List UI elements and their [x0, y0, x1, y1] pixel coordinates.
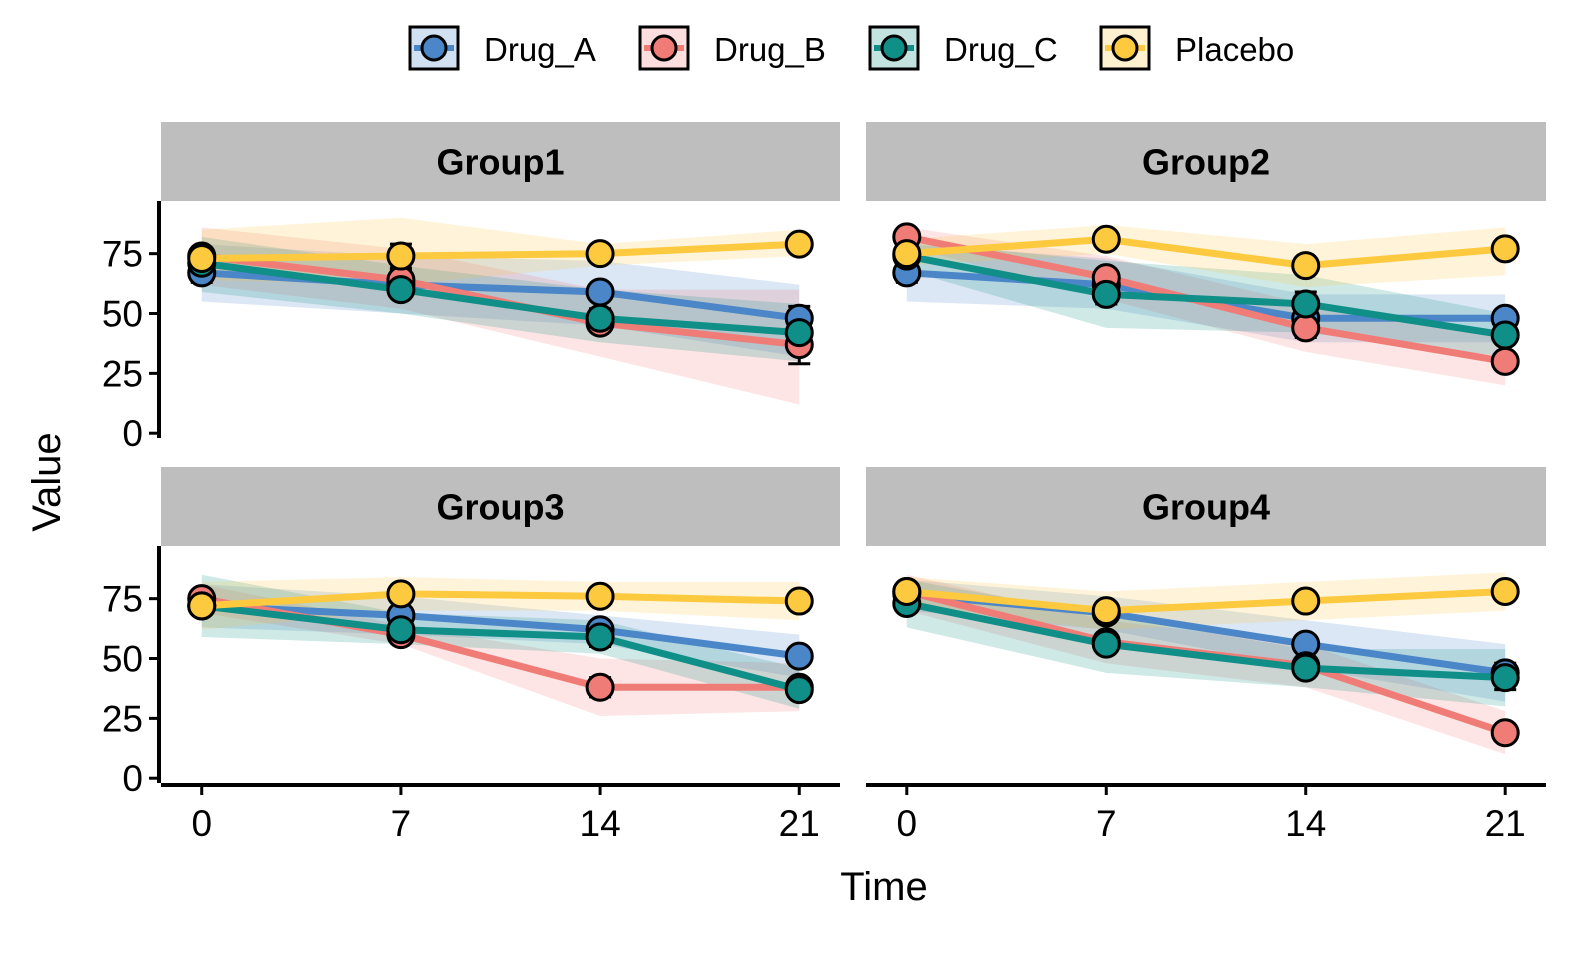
y-axis-title: Value	[25, 432, 69, 531]
data-point-placebo	[784, 586, 814, 616]
ribbon-placebo	[201, 577, 800, 630]
data-point-drug-b	[1291, 313, 1321, 343]
data-point-drug-c	[1091, 629, 1121, 659]
legend-label-drug-a: Drug_A	[484, 31, 596, 68]
data-point-placebo	[1490, 234, 1520, 264]
legend-item-drug-a: Drug_A	[408, 25, 596, 71]
strip-label: Group1	[436, 142, 564, 183]
series-line-placebo	[198, 240, 803, 262]
data-point-placebo	[1291, 586, 1321, 616]
legend-label-drug-c: Drug_C	[944, 31, 1058, 68]
y-tick-label: 75	[102, 579, 143, 620]
panel-group2: Group2	[866, 122, 1546, 386]
data-point-drug-c	[1291, 653, 1321, 683]
data-point-placebo	[1291, 251, 1321, 281]
data-point-drug-a	[585, 277, 615, 307]
legend-key-marker-drug-b	[650, 34, 678, 62]
data-point-drug-c	[1490, 320, 1520, 350]
x-tick-label: 21	[1485, 803, 1526, 844]
data-point-placebo	[585, 581, 615, 611]
strip-label: Group2	[1142, 142, 1270, 183]
legend-item-drug-c: Drug_C	[868, 25, 1058, 71]
data-point-placebo	[892, 576, 922, 606]
panel-group4: Group4 0 7 14 21	[866, 467, 1546, 844]
data-point-placebo	[386, 579, 416, 609]
y-tick-label: 50	[102, 639, 143, 680]
data-point-drug-b	[585, 672, 615, 702]
x-tick-label: 14	[1285, 803, 1326, 844]
y-tick-label: 75	[102, 234, 143, 275]
ribbon-drug-c	[201, 574, 800, 709]
data-point-drug-c	[784, 675, 814, 705]
strip-background	[161, 122, 840, 201]
legend-key-marker-placebo	[1111, 34, 1139, 62]
data-point-placebo	[187, 243, 217, 273]
data-point-drug-c	[386, 275, 416, 305]
y-tick-label: 50	[102, 294, 143, 335]
y-tick-label: 25	[102, 353, 143, 394]
panel-group3: Group3 0 25 50 75 0 7 14 21	[102, 467, 840, 844]
x-tick-label: 21	[779, 803, 820, 844]
data-point-drug-c	[784, 318, 814, 348]
data-point-drug-c	[1490, 663, 1520, 693]
series-line-drug-a	[198, 602, 803, 660]
legend-key-marker-drug-a	[420, 34, 448, 62]
x-axis-title: Time	[840, 865, 927, 909]
data-point-drug-a	[784, 641, 814, 671]
x-tick-label: 7	[391, 803, 412, 844]
ribbon-placebo	[906, 572, 1506, 630]
legend: Drug_A Drug_B Drug_C Placebo	[408, 25, 1294, 71]
y-tick-label: 0	[122, 413, 143, 454]
data-point-drug-c	[585, 303, 615, 333]
legend-label-placebo: Placebo	[1175, 31, 1294, 68]
series-line-drug-c	[903, 252, 1509, 339]
data-point-drug-b	[1490, 346, 1520, 376]
x-tick-label: 7	[1096, 803, 1117, 844]
ribbon-drug-b	[201, 584, 800, 716]
y-tick-label: 0	[122, 758, 143, 799]
strip-background	[866, 467, 1546, 546]
legend-key-marker-drug-c	[880, 34, 908, 62]
strip-label: Group3	[436, 487, 564, 528]
legend-item-drug-b: Drug_B	[638, 25, 826, 71]
data-point-placebo	[386, 241, 416, 271]
strip-background	[161, 467, 840, 546]
data-point-placebo	[1091, 596, 1121, 626]
data-point-drug-c	[1091, 279, 1121, 309]
data-point-drug-c	[585, 622, 615, 652]
legend-item-placebo: Placebo	[1099, 25, 1294, 71]
series-line-drug-c	[198, 602, 803, 694]
series-line-placebo	[903, 235, 1509, 270]
data-point-placebo	[1091, 224, 1121, 254]
strip-background	[866, 122, 1546, 201]
x-tick-label: 0	[191, 803, 212, 844]
data-point-drug-b	[1490, 718, 1520, 748]
ribbon-placebo	[201, 217, 800, 285]
strip-label: Group4	[1142, 487, 1270, 528]
data-point-drug-c	[386, 615, 416, 645]
data-point-drug-c	[1291, 289, 1321, 319]
series-line-placebo	[198, 590, 803, 610]
series-line-drug-b	[903, 233, 1509, 365]
ribbon-drug-b	[906, 574, 1506, 755]
series-line-drug-c	[903, 599, 1509, 682]
legend-label-drug-b: Drug_B	[714, 31, 826, 68]
data-point-placebo	[784, 229, 814, 259]
data-point-placebo	[187, 591, 217, 621]
series-line-drug-c	[198, 259, 803, 337]
data-point-placebo	[585, 239, 615, 269]
y-tick-label: 25	[102, 698, 143, 739]
data-point-placebo	[1490, 576, 1520, 606]
series-line-placebo	[903, 587, 1509, 615]
panel-group1: Group1 0 25 50 75	[102, 122, 840, 454]
x-tick-label: 14	[580, 803, 621, 844]
x-tick-label: 0	[897, 803, 918, 844]
data-point-placebo	[892, 239, 922, 269]
